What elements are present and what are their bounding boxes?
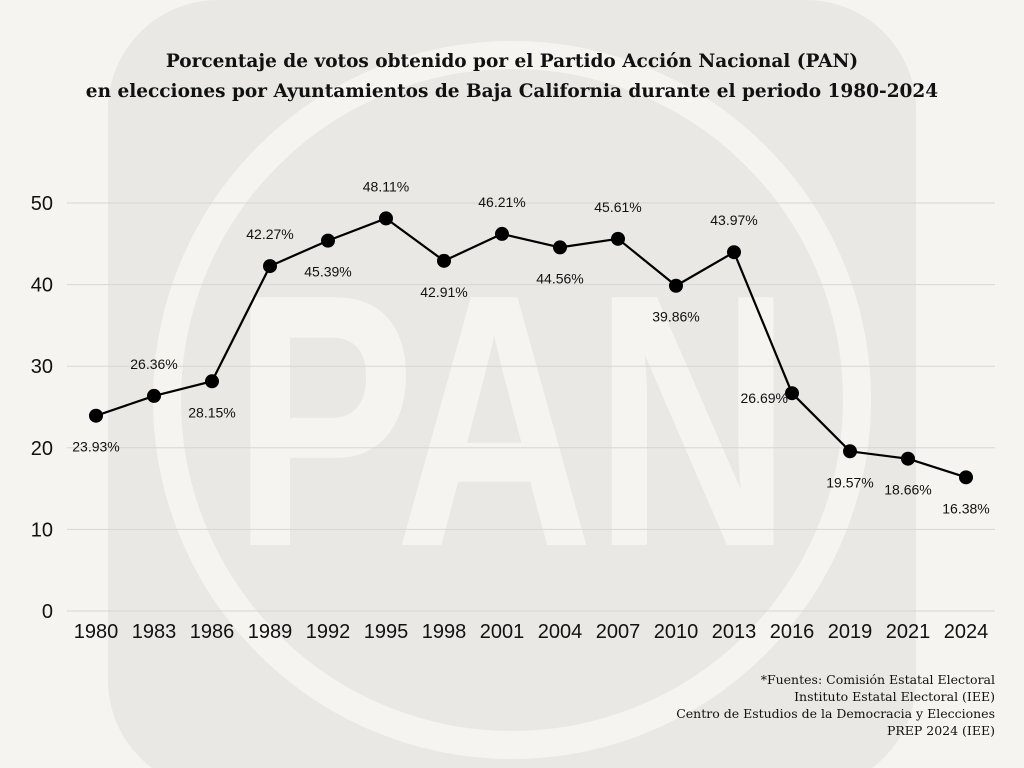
data-point bbox=[727, 245, 741, 260]
data-label: 16.38% bbox=[942, 500, 989, 516]
data-point bbox=[89, 408, 103, 423]
sources-note: *Fuentes: Comisión Estatal Electoral Ins… bbox=[676, 671, 995, 739]
y-tick-label: 10 bbox=[31, 519, 53, 541]
x-tick-label: 1992 bbox=[306, 621, 351, 643]
source-line-1: *Fuentes: Comisión Estatal Electoral bbox=[760, 672, 995, 687]
x-tick-label: 2007 bbox=[596, 621, 641, 643]
data-point bbox=[843, 444, 857, 459]
series-pan bbox=[89, 211, 973, 485]
data-label: 39.86% bbox=[652, 309, 699, 325]
chart-title: Porcentaje de votos obtenido por el Part… bbox=[0, 47, 1024, 107]
data-point bbox=[611, 231, 625, 246]
x-tick-label: 2013 bbox=[712, 621, 757, 643]
x-tick-label: 2019 bbox=[828, 621, 873, 643]
data-labels: 23.93% 26.36% 28.15% 42.27% 45.39% 48.11% 42.9… bbox=[72, 178, 989, 516]
x-tick-label: 2001 bbox=[480, 621, 525, 643]
y-tick-label: 50 bbox=[31, 193, 53, 215]
y-axis-ticks: 0 10 20 30 40 50 bbox=[31, 193, 53, 623]
watermark-rounded-square bbox=[108, 0, 916, 768]
data-point bbox=[901, 451, 915, 466]
x-tick-label: 1989 bbox=[248, 621, 293, 643]
data-label: 23.93% bbox=[72, 439, 119, 455]
data-point bbox=[495, 226, 509, 241]
x-tick-label: 2004 bbox=[538, 621, 583, 643]
watermark-text: PAN bbox=[232, 220, 792, 622]
x-axis-ticks: 1980 1983 1986 1989 1992 1995 1998 2001 2004 2007… bbox=[74, 621, 989, 643]
chart-title-line-2: en elecciones por Ayuntamientos de Baja … bbox=[85, 81, 939, 102]
x-tick-label: 1980 bbox=[74, 621, 119, 643]
data-label: 43.97% bbox=[710, 212, 757, 228]
x-tick-label: 2010 bbox=[654, 621, 699, 643]
source-line-3: Centro de Estudios de la Democracia y El… bbox=[676, 706, 995, 721]
data-label: 42.91% bbox=[420, 284, 467, 300]
x-tick-label: 2016 bbox=[770, 621, 815, 643]
data-label: 18.66% bbox=[884, 482, 931, 498]
data-point bbox=[147, 388, 161, 403]
data-label: 26.69% bbox=[741, 390, 788, 406]
series-line bbox=[95, 217, 967, 479]
y-tick-label: 30 bbox=[31, 356, 53, 378]
data-point bbox=[553, 240, 567, 255]
data-point bbox=[205, 374, 219, 389]
gridlines bbox=[67, 202, 995, 612]
data-label: 45.61% bbox=[594, 199, 641, 215]
data-label: 48.11% bbox=[363, 178, 409, 194]
data-label: 28.15% bbox=[188, 404, 235, 420]
data-label: 46.21% bbox=[478, 194, 525, 210]
x-tick-label: 1998 bbox=[422, 621, 467, 643]
data-point bbox=[669, 278, 683, 293]
data-label: 42.27% bbox=[246, 226, 293, 242]
x-tick-label: 1995 bbox=[364, 621, 409, 643]
y-tick-label: 0 bbox=[42, 601, 53, 623]
source-line-4: PREP 2024 (IEE) bbox=[886, 723, 995, 738]
data-point bbox=[959, 470, 973, 485]
x-tick-label: 2021 bbox=[886, 621, 931, 643]
x-tick-label: 2024 bbox=[944, 621, 989, 643]
data-point bbox=[263, 259, 277, 274]
data-point bbox=[321, 233, 335, 248]
data-label: 45.39% bbox=[304, 264, 351, 280]
data-point bbox=[785, 386, 799, 401]
x-tick-label: 1986 bbox=[190, 621, 235, 643]
x-tick-label: 1983 bbox=[132, 621, 177, 643]
source-line-2: Instituto Estatal Electoral (IEE) bbox=[794, 689, 995, 704]
data-label: 26.36% bbox=[130, 356, 177, 372]
watermark-ring bbox=[153, 41, 871, 759]
data-point bbox=[379, 211, 393, 226]
data-label: 19.57% bbox=[826, 474, 873, 490]
data-point bbox=[437, 253, 451, 268]
data-label: 44.56% bbox=[536, 270, 583, 286]
chart-title-line-1: Porcentaje de votos obtenido por el Part… bbox=[165, 51, 859, 72]
y-tick-label: 20 bbox=[31, 438, 53, 460]
y-tick-label: 40 bbox=[31, 275, 53, 297]
